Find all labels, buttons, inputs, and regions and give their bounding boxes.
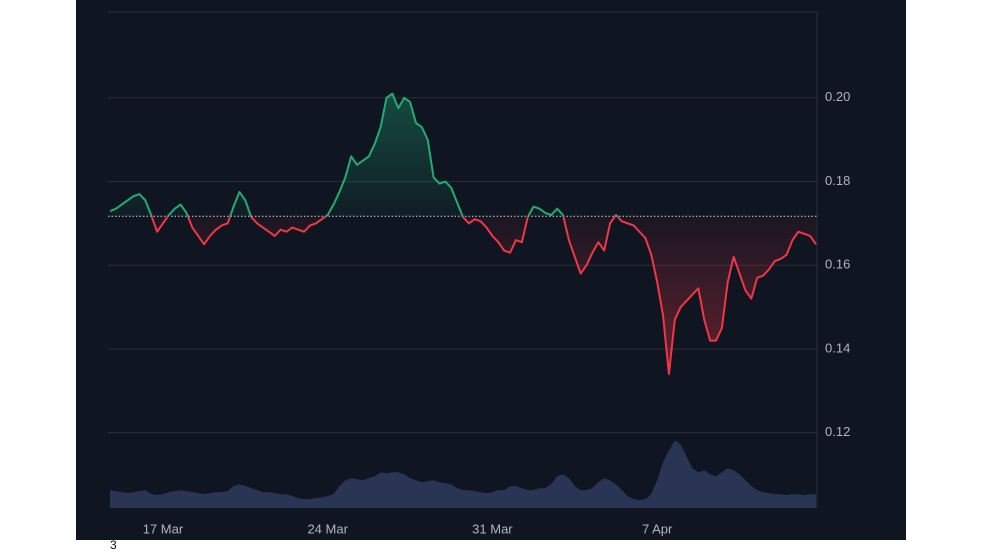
y-tick-label: 0.12 (825, 424, 850, 439)
x-tick-label: 24 Mar (307, 521, 348, 536)
y-tick-label: 0.18 (825, 173, 850, 188)
volume-area (110, 440, 816, 508)
y-tick-label: 0.20 (825, 89, 850, 104)
x-tick-label: 17 Mar (143, 521, 184, 536)
x-tick-label: 31 Mar (472, 521, 513, 536)
area-fill-up (110, 93, 618, 217)
x-tick-label: 7 Apr (642, 521, 673, 536)
footnote: 3 (110, 538, 117, 552)
y-tick-label: 0.14 (825, 340, 850, 355)
y-tick-label: 0.16 (825, 257, 850, 272)
area-fill-down (110, 216, 816, 375)
chart-panel (76, 0, 906, 540)
price-line-down (150, 216, 817, 376)
